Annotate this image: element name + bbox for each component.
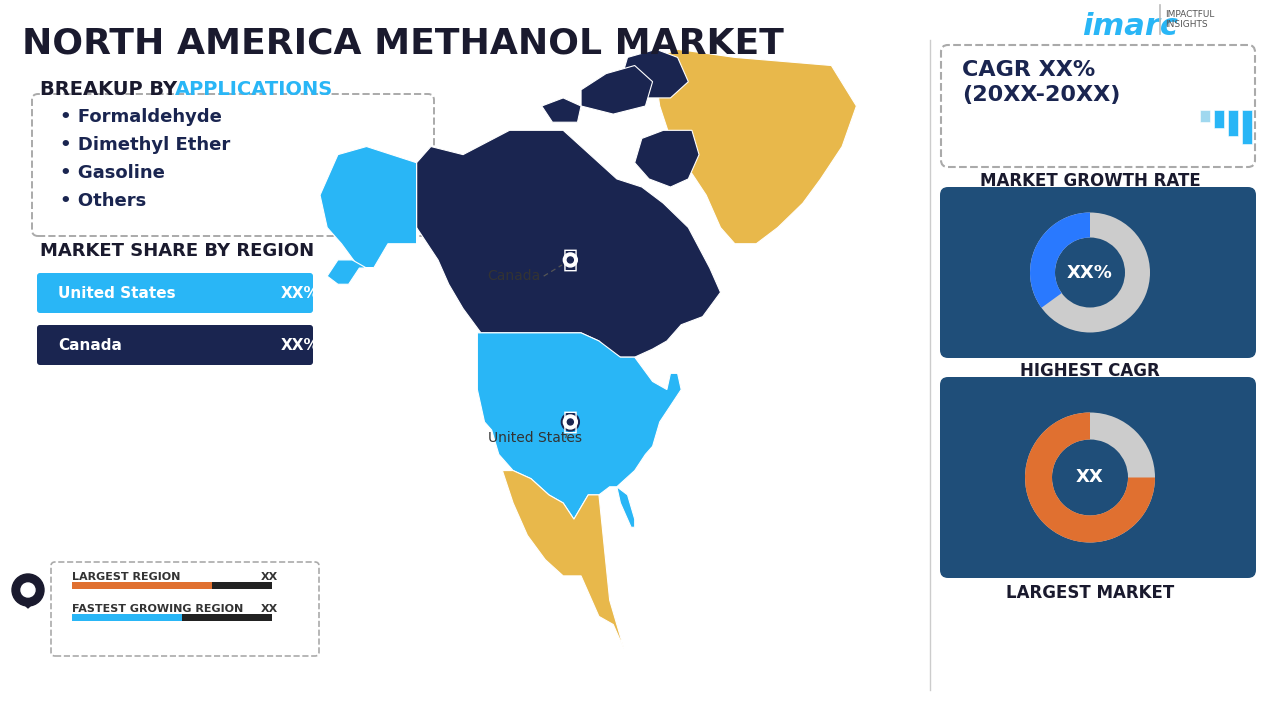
Text: APPLICATIONS: APPLICATIONS	[175, 80, 333, 99]
FancyBboxPatch shape	[72, 582, 273, 589]
FancyBboxPatch shape	[1242, 110, 1252, 144]
Text: IMPACTFUL: IMPACTFUL	[1165, 10, 1215, 19]
Text: Canada: Canada	[58, 338, 122, 353]
FancyBboxPatch shape	[37, 325, 314, 365]
FancyBboxPatch shape	[72, 614, 273, 621]
Wedge shape	[1025, 413, 1155, 542]
Text: BREAKUP BY: BREAKUP BY	[40, 80, 184, 99]
Circle shape	[562, 251, 580, 269]
FancyBboxPatch shape	[1228, 110, 1238, 136]
Polygon shape	[17, 597, 38, 608]
Text: ⌕: ⌕	[563, 248, 577, 272]
Circle shape	[20, 583, 35, 597]
Circle shape	[563, 253, 577, 267]
Text: XX: XX	[261, 604, 278, 614]
Text: HIGHEST CAGR: HIGHEST CAGR	[1020, 362, 1160, 380]
Circle shape	[12, 574, 44, 606]
Text: XX%: XX%	[1068, 264, 1112, 282]
Polygon shape	[635, 130, 699, 187]
Text: INSIGHTS: INSIGHTS	[1165, 20, 1207, 29]
Text: • Others: • Others	[60, 192, 146, 210]
Text: MARKET GROWTH RATE: MARKET GROWTH RATE	[979, 172, 1201, 190]
FancyBboxPatch shape	[940, 187, 1256, 358]
Polygon shape	[416, 130, 721, 357]
Text: XX: XX	[1076, 469, 1103, 487]
Text: ⌕: ⌕	[563, 410, 577, 434]
Text: LARGEST REGION: LARGEST REGION	[72, 572, 180, 582]
Polygon shape	[328, 260, 374, 284]
Wedge shape	[1030, 212, 1091, 307]
Circle shape	[563, 415, 577, 429]
FancyBboxPatch shape	[940, 377, 1256, 578]
Text: • Dimethyl Ether: • Dimethyl Ether	[60, 136, 230, 154]
FancyBboxPatch shape	[1201, 110, 1210, 122]
Text: • Gasoline: • Gasoline	[60, 164, 165, 182]
Text: • Formaldehyde: • Formaldehyde	[60, 108, 221, 126]
Polygon shape	[617, 487, 635, 527]
Text: Canada: Canada	[488, 269, 541, 283]
Wedge shape	[1025, 413, 1155, 542]
Text: CAGR XX%: CAGR XX%	[963, 60, 1096, 80]
Polygon shape	[320, 146, 416, 268]
Text: XX: XX	[261, 572, 278, 582]
Text: LARGEST MARKET: LARGEST MARKET	[1006, 584, 1174, 602]
Text: (20XX-20XX): (20XX-20XX)	[963, 85, 1120, 105]
Circle shape	[562, 413, 580, 431]
Text: United States: United States	[58, 286, 175, 300]
FancyBboxPatch shape	[37, 273, 314, 313]
Text: XX%: XX%	[280, 286, 320, 300]
FancyBboxPatch shape	[32, 94, 434, 236]
Wedge shape	[1030, 212, 1149, 333]
FancyBboxPatch shape	[1213, 110, 1224, 128]
Text: MARKET SHARE BY REGION: MARKET SHARE BY REGION	[40, 242, 314, 260]
Text: XX%: XX%	[280, 338, 320, 353]
FancyBboxPatch shape	[72, 582, 212, 589]
Text: imarc: imarc	[1082, 12, 1178, 41]
Polygon shape	[581, 66, 653, 114]
Polygon shape	[502, 471, 623, 649]
Polygon shape	[477, 333, 681, 519]
Polygon shape	[657, 49, 856, 244]
Polygon shape	[621, 49, 689, 98]
FancyBboxPatch shape	[941, 45, 1254, 167]
Circle shape	[567, 419, 573, 425]
FancyBboxPatch shape	[51, 562, 319, 656]
Text: United States: United States	[488, 431, 581, 445]
Text: NORTH AMERICA METHANOL MARKET: NORTH AMERICA METHANOL MARKET	[22, 27, 783, 61]
Text: FASTEST GROWING REGION: FASTEST GROWING REGION	[72, 604, 243, 614]
Polygon shape	[541, 98, 581, 122]
Circle shape	[567, 257, 573, 263]
FancyBboxPatch shape	[72, 614, 182, 621]
